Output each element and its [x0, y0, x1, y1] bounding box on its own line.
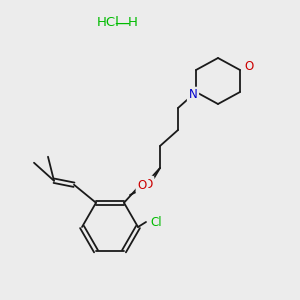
Text: O: O	[244, 61, 253, 74]
Text: H: H	[128, 16, 138, 29]
Text: Cl: Cl	[150, 215, 162, 229]
Text: O: O	[143, 178, 153, 190]
Text: —: —	[114, 16, 130, 31]
Text: HCl: HCl	[97, 16, 119, 29]
Text: O: O	[137, 179, 147, 192]
Text: N: N	[189, 88, 197, 101]
